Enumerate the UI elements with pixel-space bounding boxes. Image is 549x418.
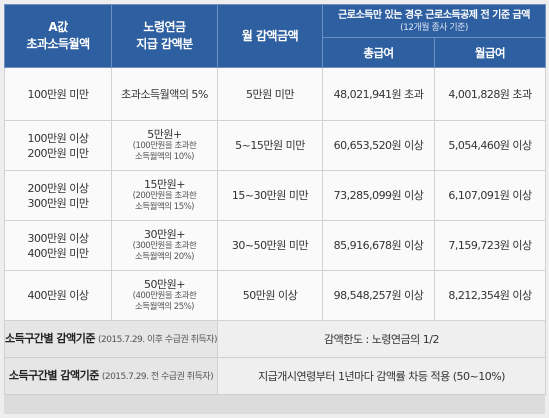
pension-reduction-table: A값 초과소득월액 노령연금 지급 감액분 월 감액금액 근로소득만 있는 경우… [4, 4, 547, 395]
footer-label: 소득구간별 감액기준 (2015.7.29. 전 수급권 취득자) [4, 357, 218, 395]
income-range-cell: 100만원 이상 200만원 미만 [4, 120, 112, 171]
monthly-salary-cell: 6,107,091원 이상 [433, 170, 547, 221]
amount-cell: 50만원 이상 [217, 270, 323, 321]
header-monthly-reduction: 월 감액금액 [217, 4, 323, 68]
reduction-cell: 초과소득월액의 5% [111, 67, 218, 121]
table-row: 300만원 이상 400만원 미만 30만원+ (300만원을 초과한 소득월액… [4, 220, 547, 271]
total-salary-cell: 73,285,099원 이상 [322, 170, 435, 221]
footer-value: 지급개시연령부터 1년마다 감액률 차등 적용 (50~10%) [216, 357, 547, 395]
reduction-cell: 15만원+ (200만원을 초과한 소득월액의 15%) [111, 170, 218, 221]
monthly-salary-cell: 5,054,460원 이상 [433, 120, 547, 171]
header-excess-income: A값 초과소득월액 [4, 4, 112, 68]
reduction-cell: 50만원+ (400만원을 초과한 소득월액의 25%) [111, 270, 218, 321]
amount-cell: 30~50만원 미만 [217, 220, 323, 271]
reduction-cell: 5만원+ (100만원을 초과한 소득월액의 10%) [111, 120, 218, 171]
amount-cell: 5~15만원 미만 [217, 120, 323, 171]
amount-cell: 5만원 미만 [217, 67, 323, 121]
total-salary-cell: 60,653,520원 이상 [322, 120, 435, 171]
table-row: 100만원 미만 초과소득월액의 5% 5만원 미만 48,021,941원 초… [4, 67, 547, 121]
table-row: 200만원 이상 300만원 미만 15만원+ (200만원을 초과한 소득월액… [4, 170, 547, 221]
footer-row-after: 소득구간별 감액기준 (2015.7.29. 이후 수급권 취득자) 감액한도 … [4, 320, 547, 358]
table-row: 100만원 이상 200만원 미만 5만원+ (100만원을 초과한 소득월액의… [4, 120, 547, 171]
header-income-group: 근로소득만 있는 경우 근로소득공제 전 기준 금액 (12개월 종사 기준) [321, 4, 547, 38]
income-range-cell: 400만원 이상 [4, 270, 112, 321]
reduction-cell: 30만원+ (300만원을 초과한 소득월액의 20%) [111, 220, 218, 271]
total-salary-cell: 85,916,678원 이상 [322, 220, 435, 271]
header-reduction-portion: 노령연금 지급 감액분 [111, 4, 218, 68]
footer-row-before: 소득구간별 감액기준 (2015.7.29. 전 수급권 취득자) 지급개시연령… [4, 357, 547, 395]
header-monthly-salary: 월급여 [433, 37, 547, 68]
monthly-salary-cell: 7,159,723원 이상 [433, 220, 547, 271]
table-row: 400만원 이상 50만원+ (400만원을 초과한 소득월액의 25%) 50… [4, 270, 547, 321]
footer-label: 소득구간별 감액기준 (2015.7.29. 이후 수급권 취득자) [4, 320, 218, 358]
footer-value: 감액한도 : 노령연금의 1/2 [216, 320, 547, 358]
income-range-cell: 100만원 미만 [4, 67, 112, 121]
monthly-salary-cell: 4,001,828원 초과 [433, 67, 547, 121]
total-salary-cell: 98,548,257원 이상 [322, 270, 435, 321]
monthly-salary-cell: 8,212,354원 이상 [433, 270, 547, 321]
income-range-cell: 200만원 이상 300만원 미만 [4, 170, 112, 221]
income-range-cell: 300만원 이상 400만원 미만 [4, 220, 112, 271]
header-total-salary: 총급여 [322, 37, 435, 68]
total-salary-cell: 48,021,941원 초과 [322, 67, 435, 121]
amount-cell: 15~30만원 미만 [217, 170, 323, 221]
